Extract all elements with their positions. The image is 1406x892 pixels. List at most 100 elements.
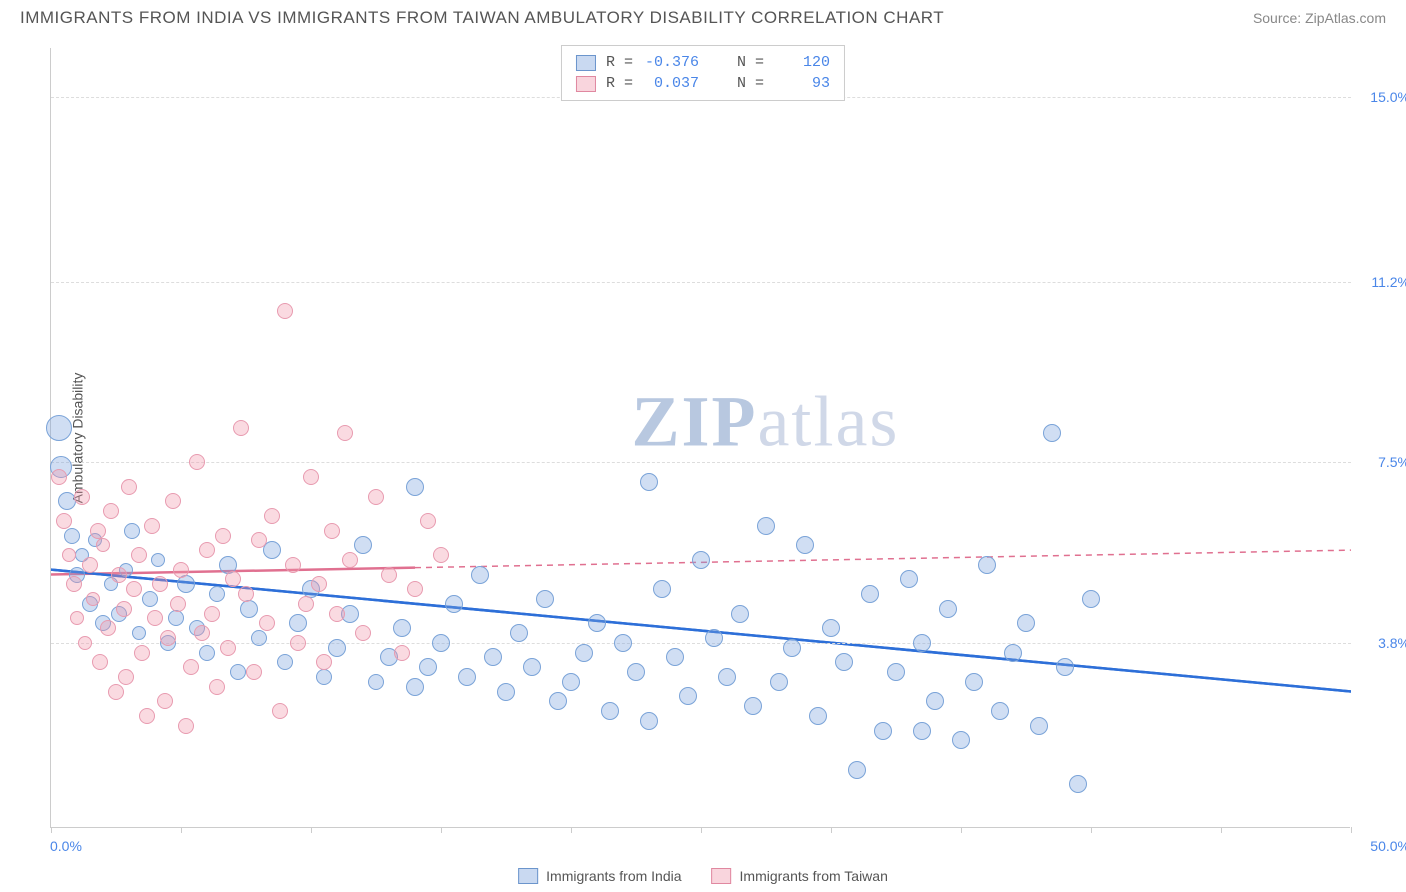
data-point xyxy=(835,653,853,671)
data-point xyxy=(614,634,632,652)
data-point xyxy=(147,610,163,626)
data-point xyxy=(194,625,210,641)
x-tick xyxy=(1351,827,1352,833)
data-point xyxy=(225,571,241,587)
data-point xyxy=(588,614,606,632)
gridline xyxy=(51,282,1351,283)
data-point xyxy=(100,620,116,636)
data-point xyxy=(233,420,249,436)
x-tick xyxy=(1221,827,1222,833)
stats-row: R =-0.376 N =120 xyxy=(576,52,830,73)
data-point xyxy=(142,591,158,607)
data-point xyxy=(204,606,220,622)
data-point xyxy=(144,518,160,534)
watermark-atlas: atlas xyxy=(757,381,899,461)
x-tick xyxy=(701,827,702,833)
data-point xyxy=(913,634,931,652)
data-point xyxy=(394,645,410,661)
data-point xyxy=(170,596,186,612)
x-tick xyxy=(961,827,962,833)
data-point xyxy=(337,425,353,441)
data-point xyxy=(368,674,384,690)
stats-box: R =-0.376 N =120R =0.037 N =93 xyxy=(561,45,845,101)
data-point xyxy=(116,601,132,617)
legend-swatch xyxy=(518,868,538,884)
data-point xyxy=(536,590,554,608)
data-point xyxy=(432,634,450,652)
watermark-zip: ZIP xyxy=(631,381,757,461)
data-point xyxy=(433,547,449,563)
data-point xyxy=(991,702,1009,720)
legend-label: Immigrants from India xyxy=(546,868,681,884)
stats-r-label: R = xyxy=(606,54,633,71)
data-point xyxy=(406,478,424,496)
data-point xyxy=(744,697,762,715)
data-point xyxy=(240,600,258,618)
data-point xyxy=(497,683,515,701)
x-tick xyxy=(1091,827,1092,833)
data-point xyxy=(1043,424,1061,442)
data-point xyxy=(549,692,567,710)
data-point xyxy=(220,640,236,656)
data-point xyxy=(111,567,127,583)
data-point xyxy=(757,517,775,535)
data-point xyxy=(913,722,931,740)
data-point xyxy=(1069,775,1087,793)
data-point xyxy=(289,614,307,632)
y-tick-label: 11.2% xyxy=(1355,274,1406,290)
data-point xyxy=(56,513,72,529)
data-point xyxy=(303,469,319,485)
data-point xyxy=(484,648,502,666)
data-point xyxy=(46,415,72,441)
data-point xyxy=(471,566,489,584)
data-point xyxy=(952,731,970,749)
y-tick-label: 15.0% xyxy=(1355,89,1406,105)
data-point xyxy=(199,542,215,558)
data-point xyxy=(66,576,82,592)
data-point xyxy=(126,581,142,597)
stats-n-label: N = xyxy=(737,75,764,92)
data-point xyxy=(1082,590,1100,608)
data-point xyxy=(168,610,184,626)
data-point xyxy=(183,659,199,675)
data-point xyxy=(381,567,397,583)
data-point xyxy=(134,645,150,661)
data-point xyxy=(368,489,384,505)
data-point xyxy=(822,619,840,637)
data-point xyxy=(861,585,879,603)
stats-n-value: 93 xyxy=(774,75,830,92)
watermark: ZIPatlas xyxy=(631,380,899,463)
data-point xyxy=(298,596,314,612)
data-point xyxy=(246,664,262,680)
legend-item: Immigrants from Taiwan xyxy=(712,868,888,884)
data-point xyxy=(121,479,137,495)
data-point xyxy=(92,654,108,670)
data-point xyxy=(679,687,697,705)
data-point xyxy=(692,551,710,569)
data-point xyxy=(177,575,195,593)
data-point xyxy=(70,611,84,625)
data-point xyxy=(324,523,340,539)
legend-item: Immigrants from India xyxy=(518,868,681,884)
stats-r-label: R = xyxy=(606,75,633,92)
data-point xyxy=(731,605,749,623)
data-point xyxy=(458,668,476,686)
y-tick-label: 3.8% xyxy=(1355,635,1406,651)
data-point xyxy=(978,556,996,574)
x-tick xyxy=(311,827,312,833)
y-tick-label: 7.5% xyxy=(1355,454,1406,470)
legend-swatch xyxy=(712,868,732,884)
data-point xyxy=(118,669,134,685)
data-point xyxy=(640,473,658,491)
data-point xyxy=(90,523,106,539)
data-point xyxy=(108,684,124,700)
data-point xyxy=(1056,658,1074,676)
data-point xyxy=(601,702,619,720)
data-point xyxy=(965,673,983,691)
data-point xyxy=(86,592,100,606)
data-point xyxy=(1004,644,1022,662)
data-point xyxy=(199,645,215,661)
data-point xyxy=(264,508,280,524)
data-point xyxy=(272,703,288,719)
data-point xyxy=(939,600,957,618)
